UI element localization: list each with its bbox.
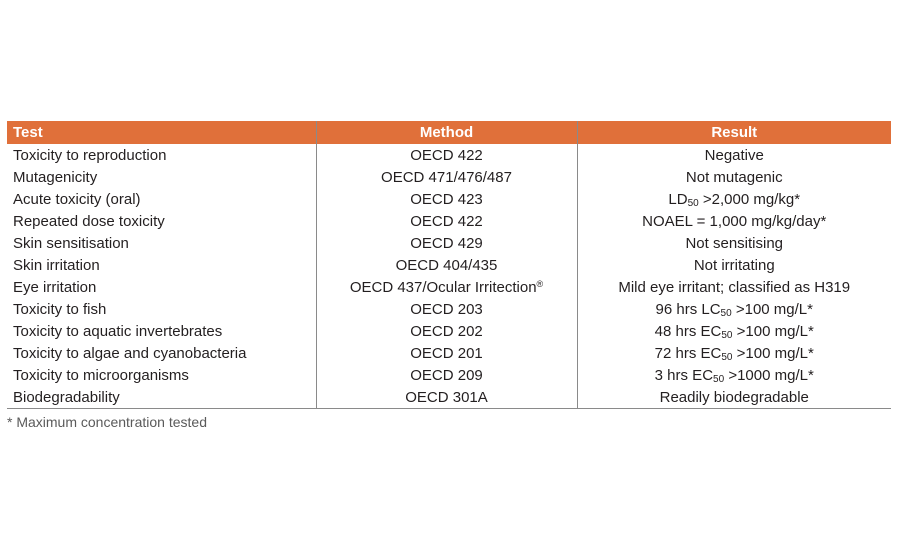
table-row: Acute toxicity (oral) OECD 423 LD50 >2,000… xyxy=(7,188,891,210)
result-cell: Negative xyxy=(576,144,891,166)
result-text: >100 mg/L* xyxy=(731,300,813,318)
result-cell: Not sensitising xyxy=(576,232,891,254)
method-text: OECD 437/Ocular Irritection xyxy=(349,278,537,296)
method-cell: OECD 301A xyxy=(315,386,577,409)
result-text: Mild eye irritant; classified as H319 xyxy=(618,278,851,296)
header-method: Method xyxy=(315,121,577,144)
test-cell: Eye irritation xyxy=(13,278,97,296)
test-cell: Toxicity to fish xyxy=(13,300,107,318)
table-row: Skin irritation OECD 404/435 Not irritatin… xyxy=(7,254,891,276)
method-cell: OECD 201 xyxy=(315,342,577,364)
result-cell: NOAEL = 1,000 mg/kg/day* xyxy=(576,210,891,232)
header-row: Test Method Result xyxy=(7,121,891,144)
table-row: Biodegradability OECD 301A Readily biodegr… xyxy=(7,386,891,409)
result-text: 72 hrs EC xyxy=(654,344,722,362)
result-text: 96 hrs LC xyxy=(655,300,721,318)
test-cell: Mutagenicity xyxy=(13,168,98,186)
result-text: Readily biodegradable xyxy=(659,388,809,406)
test-cell: Skin irritation xyxy=(13,256,100,274)
method-text: OECD 423 xyxy=(410,190,483,208)
toxicity-table: Test Method Result Toxicity to reproduct… xyxy=(7,121,891,409)
method-cell: OECD 429 xyxy=(315,232,577,254)
result-cell: Readily biodegradable xyxy=(576,386,891,409)
test-cell: Toxicity to aquatic invertebrates xyxy=(13,322,223,340)
result-text: >1000 mg/L* xyxy=(724,366,814,384)
method-cell: OECD 422 xyxy=(315,144,577,166)
method-text: OECD 209 xyxy=(410,366,483,384)
result-subscript: 50 xyxy=(713,373,725,385)
result-cell: Not irritating xyxy=(576,254,891,276)
method-cell: OECD 209 xyxy=(315,364,577,386)
test-cell: Toxicity to microorganisms xyxy=(13,366,189,384)
method-text: OECD 422 xyxy=(410,212,483,230)
method-cell: OECD 423 xyxy=(315,188,577,210)
result-text: Not mutagenic xyxy=(685,168,783,186)
method-cell: OECD 471/476/487 xyxy=(315,166,577,188)
result-cell: Not mutagenic xyxy=(576,166,891,188)
result-text: 48 hrs EC xyxy=(654,322,722,340)
result-text: Not irritating xyxy=(693,256,775,274)
result-cell: 48 hrs EC50 >100 mg/L* xyxy=(576,320,891,342)
method-text: OECD 203 xyxy=(410,300,483,318)
result-subscript: 50 xyxy=(687,197,699,209)
footnote: * Maximum concentration tested xyxy=(7,414,207,430)
result-cell: 96 hrs LC50 >100 mg/L* xyxy=(576,298,891,320)
table-row: Toxicity to microorganisms OECD 209 3 hrs … xyxy=(7,364,891,386)
header-test: Test xyxy=(7,121,316,144)
result-cell: 3 hrs EC50 >1000 mg/L* xyxy=(576,364,891,386)
test-cell: Biodegradability xyxy=(7,386,316,409)
test-cell: Acute toxicity (oral) xyxy=(13,190,141,208)
result-cell: 72 hrs EC50 >100 mg/L* xyxy=(576,342,891,364)
method-text: OECD 404/435 xyxy=(395,256,498,274)
result-text: >2,000 mg/kg* xyxy=(698,190,801,208)
result-subscript: 50 xyxy=(721,351,733,363)
method-cell: OECD 404/435 xyxy=(315,254,577,276)
method-text: OECD 422 xyxy=(410,146,483,164)
table-row: Eye irritation OECD 437/Ocular Irritectio… xyxy=(7,276,891,298)
table-row: Toxicity to fish OECD 203 96 hrs LC50 >100… xyxy=(7,298,891,320)
test-cell: Repeated dose toxicity xyxy=(13,212,165,230)
test-cell: Toxicity to reproduction xyxy=(13,146,167,164)
method-text: OECD 429 xyxy=(410,234,483,252)
result-subscript: 50 xyxy=(721,329,733,341)
result-cell: LD50 >2,000 mg/kg* xyxy=(576,188,891,210)
method-cell: OECD 203 xyxy=(315,298,577,320)
method-cell: OECD 437/Ocular Irritection® xyxy=(315,276,577,298)
method-text: OECD 471/476/487 xyxy=(381,168,512,186)
result-subscript: 50 xyxy=(720,307,732,319)
result-text: >100 mg/L* xyxy=(732,322,814,340)
result-text: >100 mg/L* xyxy=(732,344,814,362)
method-cell: OECD 422 xyxy=(315,210,577,232)
table-row: Toxicity to reproduction OECD 422 Negative xyxy=(7,144,891,166)
table-row: Mutagenicity OECD 471/476/487 Not mutageni… xyxy=(7,166,891,188)
result-text: Not sensitising xyxy=(685,234,784,252)
test-cell: Skin sensitisation xyxy=(13,234,129,252)
table-header: Test Method Result xyxy=(7,121,891,144)
method-text: OECD 201 xyxy=(410,344,483,362)
table-row: Toxicity to aquatic invertebrates OECD 20… xyxy=(7,320,891,342)
table-row: Toxicity to algae and cyanobacteria OECD … xyxy=(7,342,891,364)
test-cell: Toxicity to algae and cyanobacteria xyxy=(13,344,247,362)
table-row: Skin sensitisation OECD 429 Not sensitisin… xyxy=(7,232,891,254)
result-text: LD xyxy=(668,190,688,208)
result-cell: Mild eye irritant; classified as H319 xyxy=(576,276,891,298)
table-row: Repeated dose toxicity OECD 422 NOAEL = 1,… xyxy=(7,210,891,232)
registered-mark: ® xyxy=(536,278,544,289)
method-text: OECD 202 xyxy=(410,322,483,340)
result-text: 3 hrs EC xyxy=(654,366,714,384)
method-cell: OECD 202 xyxy=(315,320,577,342)
method-text: OECD 301A xyxy=(405,388,488,406)
table-body: Toxicity to reproduction OECD 422 Negative… xyxy=(7,144,891,409)
result-text: NOAEL = 1,000 mg/kg/day* xyxy=(642,212,827,230)
result-text: Negative xyxy=(704,146,764,164)
header-result: Result xyxy=(576,121,891,144)
